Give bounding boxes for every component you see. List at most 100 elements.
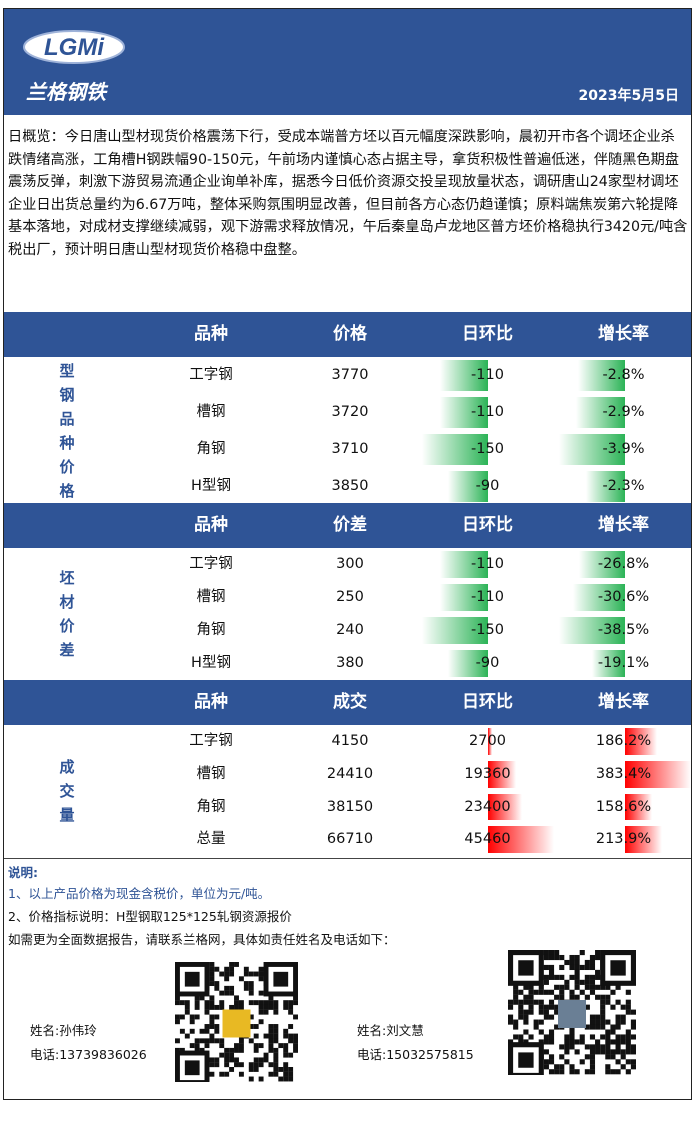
qr-module bbox=[268, 1062, 274, 1068]
qr-module bbox=[209, 1024, 215, 1029]
qr-module bbox=[595, 969, 601, 975]
qr-module bbox=[595, 994, 601, 1000]
qr-module bbox=[528, 994, 534, 1000]
qr-module bbox=[243, 981, 249, 987]
qr-module bbox=[589, 959, 596, 966]
qr-module bbox=[589, 1049, 596, 1055]
qr-module bbox=[523, 1029, 529, 1035]
qr-module bbox=[564, 1044, 570, 1050]
qr-module bbox=[224, 990, 230, 996]
qr-module bbox=[175, 1014, 180, 1020]
qr-module bbox=[214, 1024, 220, 1029]
product: 槽钢 bbox=[196, 589, 226, 605]
qr-module bbox=[548, 950, 555, 956]
qr-module bbox=[584, 974, 590, 980]
daily-change: -110 bbox=[471, 367, 504, 383]
qr-module bbox=[273, 1038, 279, 1044]
column-header: 日环比 bbox=[462, 515, 513, 535]
data-bar bbox=[559, 434, 625, 465]
qr-module bbox=[584, 1004, 590, 1010]
qr-module bbox=[293, 1000, 298, 1006]
qr-module bbox=[625, 1059, 631, 1065]
qr-module bbox=[288, 1071, 294, 1077]
qr-module bbox=[595, 1019, 601, 1025]
qr-module bbox=[229, 1052, 235, 1058]
qr-module bbox=[283, 1052, 289, 1058]
qr-module bbox=[543, 954, 549, 961]
price: 250 bbox=[336, 589, 364, 605]
qr-module bbox=[199, 1038, 205, 1044]
note-item: 1、以上产品价格为现金含税价，单位为元/吨。 bbox=[8, 886, 271, 901]
qr-module bbox=[610, 1024, 616, 1030]
product: H型钢 bbox=[191, 478, 231, 494]
qr-module bbox=[194, 1014, 200, 1020]
qr-module bbox=[214, 1038, 220, 1044]
qr-module bbox=[548, 1059, 555, 1065]
qr-module bbox=[564, 1049, 570, 1055]
qr-module bbox=[584, 1044, 590, 1050]
qr-module bbox=[224, 985, 230, 991]
qr-module bbox=[528, 984, 534, 990]
qr-module bbox=[548, 999, 555, 1005]
qr-module bbox=[518, 1052, 534, 1068]
growth-rate: -26.8% bbox=[597, 556, 650, 572]
qr-module bbox=[204, 1024, 210, 1029]
qr-module bbox=[625, 1049, 631, 1055]
qr-module bbox=[579, 964, 585, 971]
qr-module bbox=[538, 1004, 544, 1010]
qr-module bbox=[538, 999, 544, 1005]
qr-module bbox=[584, 1069, 590, 1075]
qr-module bbox=[224, 1052, 230, 1058]
qr-module bbox=[283, 1043, 289, 1049]
qr-module bbox=[214, 981, 220, 987]
price: 66710 bbox=[326, 831, 374, 848]
qr-module bbox=[229, 990, 235, 996]
qr-module bbox=[238, 1047, 244, 1053]
qr-module bbox=[513, 1034, 519, 1040]
qr-module bbox=[625, 1034, 631, 1040]
qr-module bbox=[554, 984, 560, 990]
data-bar bbox=[592, 650, 625, 677]
qr-module bbox=[548, 989, 555, 995]
qr-module bbox=[273, 1004, 279, 1010]
data-bar bbox=[488, 826, 554, 853]
qr-module bbox=[559, 1069, 565, 1075]
qr-module bbox=[564, 1039, 570, 1045]
qr-module bbox=[219, 1000, 225, 1006]
qr-module bbox=[620, 1034, 626, 1040]
qr-module bbox=[189, 1014, 195, 1020]
data-bar bbox=[572, 584, 625, 611]
qr-module bbox=[543, 974, 549, 980]
qr-module bbox=[219, 1052, 225, 1058]
qr-module bbox=[615, 1044, 621, 1050]
qr-module bbox=[615, 1049, 621, 1055]
qr-module bbox=[248, 1024, 254, 1029]
qr-module bbox=[194, 1043, 200, 1049]
qr-module bbox=[533, 1024, 539, 1030]
qr-module bbox=[548, 1054, 555, 1060]
qr-module bbox=[219, 990, 225, 996]
qr-module bbox=[209, 1014, 215, 1020]
qr-module bbox=[293, 1014, 298, 1020]
qr-module bbox=[513, 989, 519, 995]
qr-module bbox=[600, 984, 606, 990]
qr-module bbox=[518, 1014, 524, 1020]
growth-rate: -2.9% bbox=[602, 404, 645, 420]
qr-module bbox=[258, 1019, 264, 1025]
qr-module bbox=[625, 1069, 631, 1075]
qr-module bbox=[214, 1004, 220, 1010]
growth-rate: 213.9% bbox=[595, 831, 652, 848]
qr-module bbox=[238, 1004, 244, 1010]
qr-module bbox=[528, 1004, 534, 1010]
qr-module bbox=[258, 1076, 264, 1082]
qr-module bbox=[625, 1044, 631, 1050]
data-bar bbox=[488, 793, 522, 821]
qr-module bbox=[620, 1039, 626, 1045]
qr-module bbox=[630, 1044, 636, 1050]
qr-module bbox=[559, 1054, 565, 1060]
data-bar bbox=[625, 760, 691, 788]
qr-module bbox=[238, 976, 244, 982]
qr-module bbox=[559, 1044, 565, 1050]
qr-module bbox=[204, 1038, 210, 1044]
qr-module bbox=[554, 1009, 560, 1015]
